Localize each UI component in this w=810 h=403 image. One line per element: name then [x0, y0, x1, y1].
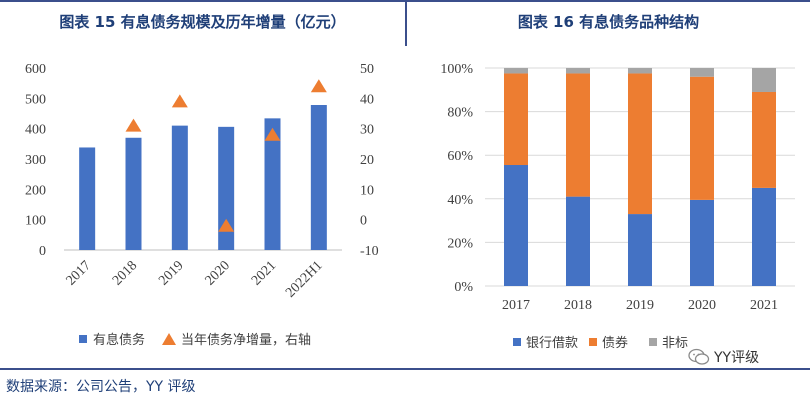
y-tick-label: 600 — [25, 62, 46, 77]
y-tick-label: 100% — [440, 62, 473, 77]
y2-tick-label: 20 — [360, 153, 374, 168]
stack-segment — [752, 187, 776, 286]
stack-segment — [504, 73, 528, 166]
net-increase-marker — [218, 218, 235, 232]
y2-tick-label: 10 — [360, 183, 374, 198]
y2-tick-label: 0 — [360, 214, 367, 229]
stack-segment — [690, 76, 714, 200]
legend-label: 债券 — [602, 335, 628, 351]
net-increase-marker — [125, 118, 142, 132]
legend-swatch-debt — [79, 335, 87, 343]
y-tick-label: 0% — [454, 280, 473, 295]
legend-swatch — [513, 338, 521, 346]
stack-segment — [628, 73, 652, 215]
bottom-rule — [0, 368, 810, 370]
wechat-icon — [688, 348, 710, 365]
debt-bar — [310, 105, 327, 250]
x-tick-label: 2019 — [626, 298, 654, 313]
net-increase-marker — [310, 79, 327, 93]
y-tick-label: 20% — [447, 236, 473, 251]
stack-segment — [504, 68, 528, 74]
y-tick-label: 400 — [25, 123, 46, 138]
legend-label: 银行借款 — [526, 336, 578, 351]
y2-tick-label: -10 — [360, 244, 379, 259]
y-tick-label: 500 — [25, 92, 46, 107]
legend-label-debt: 有息债务 — [93, 332, 145, 348]
x-tick-label: 2017 — [502, 298, 530, 313]
stack-segment — [566, 68, 590, 74]
y2-tick-label: 30 — [360, 123, 374, 138]
x-tick-label: 2021 — [750, 298, 778, 313]
chart15-title: 图表 15 有息债务规模及历年增量（亿元） — [59, 13, 346, 31]
stack-segment — [752, 91, 776, 188]
data-source-note: 数据来源：公司公告，YY 评级 — [6, 379, 196, 395]
watermark-text: YY评级 — [714, 350, 760, 366]
debt-bar — [171, 125, 188, 250]
stack-segment — [566, 73, 590, 197]
x-tick-label: 2020 — [688, 298, 716, 313]
stack-segment — [690, 68, 714, 77]
net-increase-marker — [264, 127, 281, 141]
y-tick-label: 80% — [447, 106, 473, 121]
stack-segment — [566, 196, 590, 286]
y2-tick-label: 50 — [360, 62, 374, 77]
y-tick-label: 200 — [25, 183, 46, 198]
stack-segment — [752, 68, 776, 92]
x-tick-label: 2018 — [564, 298, 592, 313]
legend-swatch — [589, 338, 597, 346]
stack-segment — [628, 68, 652, 74]
stack-segment — [628, 214, 652, 286]
legend-label: 非标 — [662, 336, 688, 351]
y-tick-label: 100 — [25, 214, 46, 229]
debt-bar — [125, 137, 142, 250]
y2-tick-label: 40 — [360, 92, 374, 107]
debt-bar — [79, 147, 96, 250]
legend-swatch — [649, 338, 657, 346]
legend-label-increase: 当年债务净增量，右轴 — [181, 332, 311, 348]
y-tick-label: 0 — [39, 244, 46, 259]
y-tick-label: 40% — [447, 193, 473, 208]
wechat-watermark: YY评级 — [688, 347, 759, 367]
net-increase-marker — [171, 94, 188, 108]
stack-segment — [504, 165, 528, 286]
debt-bar — [218, 126, 235, 250]
top-rule — [0, 0, 810, 2]
y-tick-label: 300 — [25, 153, 46, 168]
y-tick-label: 60% — [447, 149, 473, 164]
legend-swatch-increase — [162, 333, 176, 345]
chart16-debt-structure: 100% 80% 60% 40% 20% 0% 2017 2018 2019 2020 2021 银行… — [440, 62, 795, 351]
title-divider — [405, 2, 407, 46]
debt-bar — [264, 118, 281, 250]
stack-segment — [690, 199, 714, 286]
chart16-title: 图表 16 有息债务品种结构 — [517, 13, 700, 31]
